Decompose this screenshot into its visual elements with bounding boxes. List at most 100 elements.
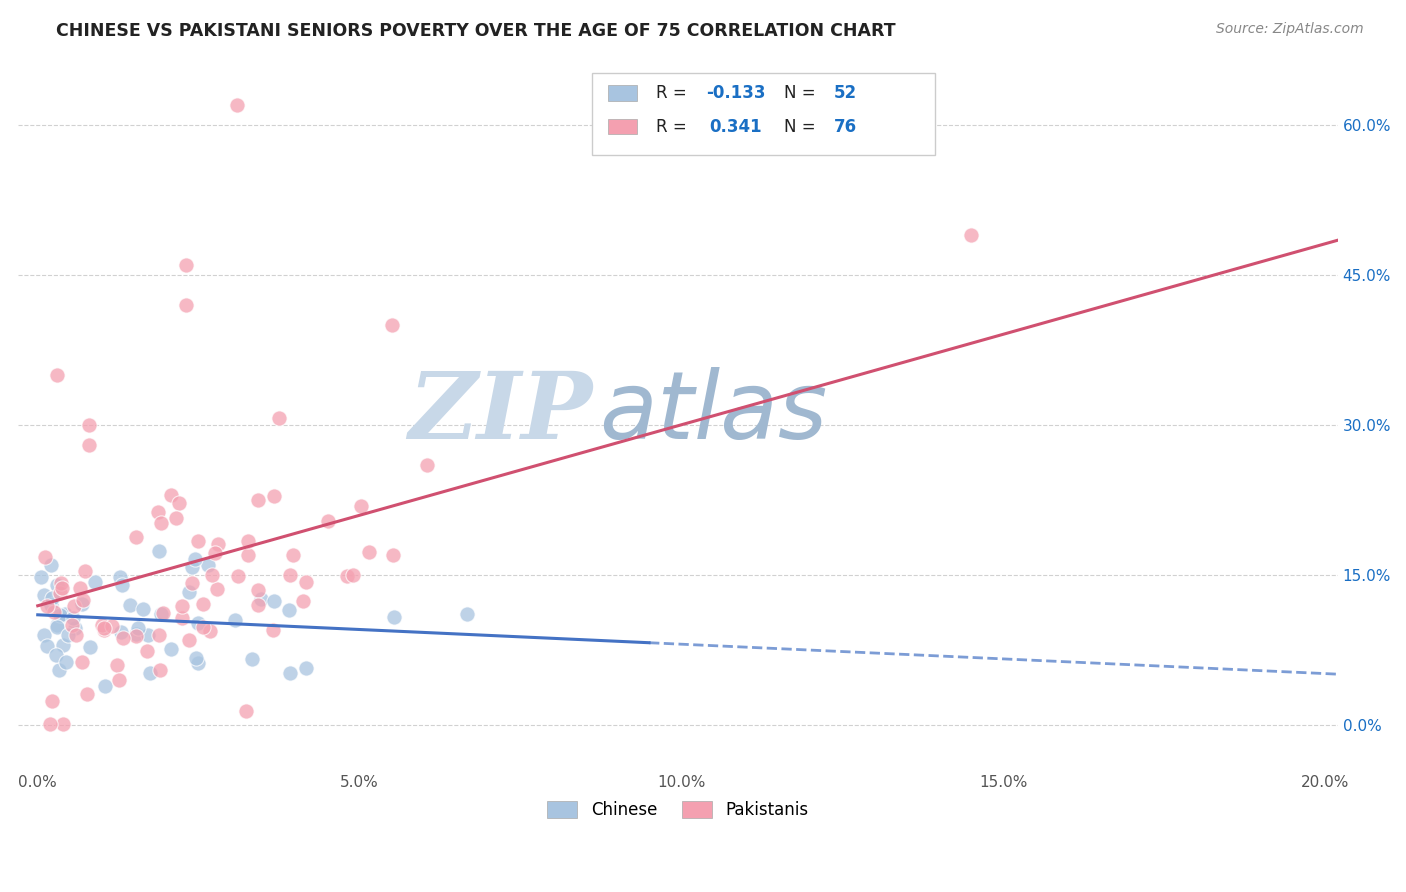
Text: R =: R = [655,118,697,136]
Text: ZIP: ZIP [408,368,592,458]
Point [316,514,339,528]
Point [148,543,170,558]
Point [107,673,129,687]
Point [60,618,83,632]
Text: -0.133: -0.133 [706,84,765,102]
Point [172,599,194,613]
Point [186,651,208,665]
Point [46,368,69,382]
Point [959,228,981,243]
Point [84,574,107,589]
Point [72,592,94,607]
Point [187,656,209,670]
Point [187,616,209,631]
Point [127,621,149,635]
Point [349,500,371,514]
Point [136,628,159,642]
Point [41,694,63,708]
Text: N =: N = [783,84,821,102]
Point [174,258,197,272]
Point [77,418,100,433]
Point [167,496,190,510]
Point [55,655,77,669]
Point [292,593,315,607]
Point [70,597,93,611]
Text: R =: R = [655,84,692,102]
Point [65,628,87,642]
Point [91,617,114,632]
Point [263,594,285,608]
Point [193,598,215,612]
Point [63,621,86,635]
Point [177,585,200,599]
Point [105,658,128,673]
Point [77,438,100,452]
Point [191,620,214,634]
Point [93,624,115,638]
Point [139,666,162,681]
Point [136,644,159,658]
Point [48,586,70,600]
Point [187,533,209,548]
Point [294,661,316,675]
Point [342,568,364,582]
Point [278,567,301,582]
Point [246,492,269,507]
Point [226,98,249,112]
Point [79,640,101,654]
Point [125,629,148,643]
Point [336,569,359,583]
Point [32,588,55,602]
Point [111,578,134,592]
Point [49,607,72,622]
Point [94,679,117,693]
Point [224,614,246,628]
Point [52,638,75,652]
Point [152,606,174,620]
Point [172,611,194,625]
Point [146,504,169,518]
Point [63,599,86,613]
Bar [609,85,637,101]
Point [226,568,249,582]
Point [181,575,204,590]
Point [30,570,52,584]
Point [45,648,67,662]
Point [52,717,75,731]
Text: Source: ZipAtlas.com: Source: ZipAtlas.com [1216,22,1364,37]
Point [250,592,273,607]
Point [278,603,301,617]
Point [39,598,62,612]
Point [93,621,115,635]
Text: 76: 76 [834,118,856,136]
Point [44,605,66,619]
Point [165,510,187,524]
Point [174,298,197,312]
Point [416,458,439,472]
Point [160,488,183,502]
Point [48,663,70,677]
Point [125,627,148,641]
Point [73,564,96,578]
Point [381,548,404,562]
Point [240,652,263,666]
Text: 0.341: 0.341 [710,118,762,136]
Point [262,624,284,638]
Point [207,582,229,596]
Point [76,688,98,702]
Point [32,628,55,642]
Point [125,530,148,544]
Point [108,570,131,584]
Point [51,581,73,595]
Point [110,625,132,640]
Point [235,704,257,718]
Bar [609,119,637,135]
Point [52,607,75,622]
Point [184,552,207,566]
Point [38,717,60,731]
Point [359,545,381,559]
Text: 52: 52 [834,84,856,102]
Point [112,631,135,645]
Point [118,598,141,612]
Point [295,575,318,590]
